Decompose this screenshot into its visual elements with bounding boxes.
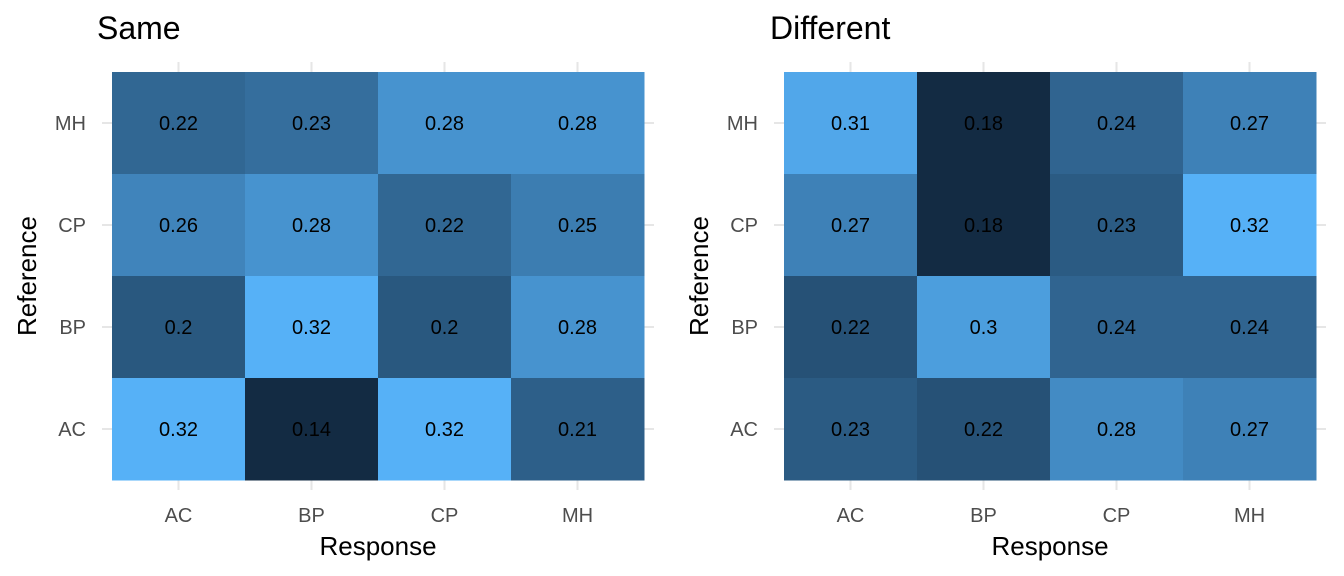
cell-value-label: 0.22: [964, 419, 1003, 441]
cell-value-label: 0.27: [1230, 113, 1269, 135]
cell-value-label: 0.23: [292, 113, 331, 135]
heatmap-cell: [917, 72, 1051, 175]
cell-value-label: 0.28: [558, 113, 597, 135]
heatmap-cell: [784, 174, 918, 277]
heatmap-panel-same: 0.22 0.23 0.28 0.28 0.26 0.28 0.22 0.25 0.2 0.32 0…: [12, 10, 654, 561]
x-tick-label: CP: [1103, 505, 1131, 527]
heatmap-cell: [378, 276, 512, 379]
cell-value-label: 0.18: [964, 215, 1003, 237]
cell-value-label: 0.26: [159, 215, 198, 237]
heatmap-cell: [1050, 276, 1184, 379]
y-tick-label: BP: [59, 317, 86, 339]
y-tick-label: AC: [58, 419, 86, 441]
heatmap-cell: [511, 378, 645, 481]
heatmap-cell: [511, 72, 645, 175]
panel-title: Different: [770, 10, 890, 46]
heatmap-cell: [245, 72, 379, 175]
heatmap-cell: [112, 378, 246, 481]
y-tick-label: AC: [730, 419, 758, 441]
cell-value-label: 0.22: [425, 215, 464, 237]
heatmap-cell: [1050, 378, 1184, 481]
cell-value-label: 0.32: [292, 317, 331, 339]
y-tick-label: MH: [727, 113, 758, 135]
y-tick-label: CP: [730, 215, 758, 237]
cell-value-label: 0.2: [431, 317, 459, 339]
heatmap-cell: [1050, 174, 1184, 277]
heatmap-cell: [245, 378, 379, 481]
x-tick-label: AC: [165, 505, 193, 527]
heatmap-cell: [784, 276, 918, 379]
cell-value-label: 0.14: [292, 419, 331, 441]
cell-value-label: 0.23: [1097, 215, 1136, 237]
cell-value-label: 0.28: [292, 215, 331, 237]
cell-value-label: 0.27: [831, 215, 870, 237]
cell-value-label: 0.28: [558, 317, 597, 339]
x-tick-label: MH: [1234, 505, 1265, 527]
cell-value-label: 0.32: [425, 419, 464, 441]
x-tick-label: MH: [562, 505, 593, 527]
heatmap-cell: [112, 276, 246, 379]
cell-value-label: 0.2: [165, 317, 193, 339]
x-tick-label: BP: [298, 505, 325, 527]
heatmap-cell: [1183, 174, 1317, 277]
cell-value-label: 0.32: [159, 419, 198, 441]
heatmap-cell: [1050, 72, 1184, 175]
heatmap-cell: [917, 276, 1051, 379]
heatmap-cell: [784, 378, 918, 481]
panel-title: Same: [97, 10, 181, 46]
cell-value-label: 0.25: [558, 215, 597, 237]
heatmap-cell: [245, 174, 379, 277]
cell-value-label: 0.22: [159, 113, 198, 135]
cell-value-label: 0.24: [1097, 317, 1136, 339]
y-tick-label: BP: [731, 317, 758, 339]
heatmap-cell: [378, 72, 512, 175]
cell-value-label: 0.24: [1097, 113, 1136, 135]
heatmap-cell: [1183, 276, 1317, 379]
heatmap-cell: [511, 276, 645, 379]
heatmap-panel-different: 0.31 0.18 0.24 0.27 0.27 0.18 0.23 0.32 0.22 0.3 0…: [684, 10, 1326, 561]
heatmap-cell: [245, 276, 379, 379]
cell-value-label: 0.3: [970, 317, 998, 339]
cell-value-label: 0.23: [831, 419, 870, 441]
x-axis-title: Response: [991, 531, 1108, 561]
x-tick-label: CP: [431, 505, 459, 527]
cell-value-label: 0.27: [1230, 419, 1269, 441]
heatmap-cell: [378, 378, 512, 481]
heatmap-cell: [112, 72, 246, 175]
x-tick-label: BP: [970, 505, 997, 527]
cell-value-label: 0.24: [1230, 317, 1269, 339]
y-axis-title: Reference: [684, 216, 714, 336]
heatmap-cell: [917, 174, 1051, 277]
cell-value-label: 0.28: [425, 113, 464, 135]
heatmap-cell: [784, 72, 918, 175]
cell-value-label: 0.21: [558, 419, 597, 441]
heatmap-cell: [1183, 378, 1317, 481]
heatmap-cell: [917, 378, 1051, 481]
x-axis-title: Response: [319, 531, 436, 561]
y-axis-title: Reference: [12, 216, 42, 336]
heatmap-cell: [511, 174, 645, 277]
heatmap-cell: [112, 174, 246, 277]
x-tick-label: AC: [837, 505, 865, 527]
heatmap-cell: [1183, 72, 1317, 175]
y-tick-label: MH: [55, 113, 86, 135]
heatmap-cell: [378, 174, 512, 277]
cell-value-label: 0.31: [831, 113, 870, 135]
cell-value-label: 0.22: [831, 317, 870, 339]
cell-value-label: 0.18: [964, 113, 1003, 135]
y-tick-label: CP: [58, 215, 86, 237]
cell-value-label: 0.32: [1230, 215, 1269, 237]
cell-value-label: 0.28: [1097, 419, 1136, 441]
